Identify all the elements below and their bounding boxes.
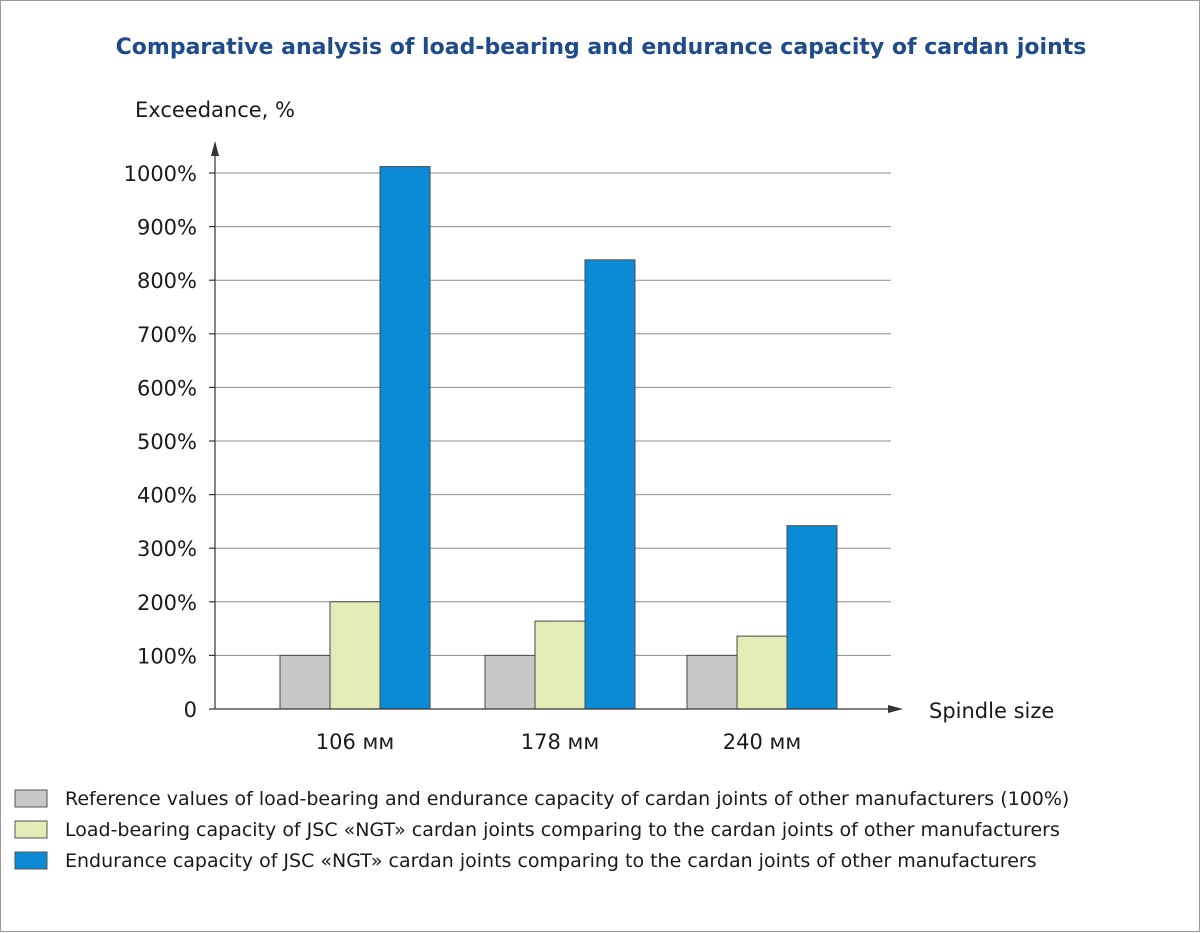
x-tick-labels: 106 мм 178 мм 240 мм [316, 730, 801, 754]
bar-3-2 [584, 259, 636, 710]
y-tick-label: 0 [184, 698, 197, 722]
bar-1-2 [484, 654, 536, 710]
y-tick-label: 800% [137, 269, 197, 293]
y-axis-arrow-icon [211, 141, 219, 156]
legend-swatch-1 [14, 789, 48, 808]
bar-3-1 [379, 166, 431, 710]
bar-2-1 [329, 601, 381, 710]
y-axis [211, 141, 219, 709]
x-tick-label: 106 мм [316, 730, 394, 754]
bar-1-1 [279, 654, 331, 710]
legend: Reference values of load-bearing and end… [14, 788, 1069, 872]
y-tick-label: 300% [137, 537, 197, 561]
legend-label-1: Reference values of load-bearing and end… [65, 788, 1069, 810]
y-tick-label: 100% [137, 644, 197, 668]
bar-2-2 [534, 620, 586, 710]
x-axis-label: Spindle size [929, 699, 1054, 723]
y-tick-label: 1000% [124, 162, 197, 186]
x-axis [215, 705, 903, 713]
y-tick-label: 500% [137, 430, 197, 454]
bar-2-3 [736, 635, 788, 710]
y-tick-label: 700% [137, 323, 197, 347]
bar-1-3 [686, 654, 738, 710]
legend-label-3: Endurance capacity of JSC «NGT» cardan j… [65, 850, 1037, 872]
y-axis-label: Exceedance, % [135, 98, 295, 122]
y-tick-label: 600% [137, 376, 197, 400]
x-tick-label: 178 мм [521, 730, 599, 754]
y-tick-label: 400% [137, 484, 197, 508]
bar-3-3 [786, 525, 838, 710]
legend-label-2: Load-bearing capacity of JSC «NGT» carda… [65, 819, 1060, 841]
legend-swatch-2 [14, 820, 48, 839]
x-axis-arrow-icon [888, 705, 903, 713]
legend-swatch-3 [14, 851, 48, 870]
chart-title: Comparative analysis of load-bearing and… [116, 35, 1087, 60]
y-tick-labels: 0 100% 200% 300% 400% 500% 600% 700% 800% 900% 100… [124, 162, 197, 722]
x-tick-label: 240 мм [723, 730, 801, 754]
bars [279, 166, 838, 710]
y-tick-label: 200% [137, 591, 197, 615]
y-tick-label: 900% [137, 216, 197, 240]
